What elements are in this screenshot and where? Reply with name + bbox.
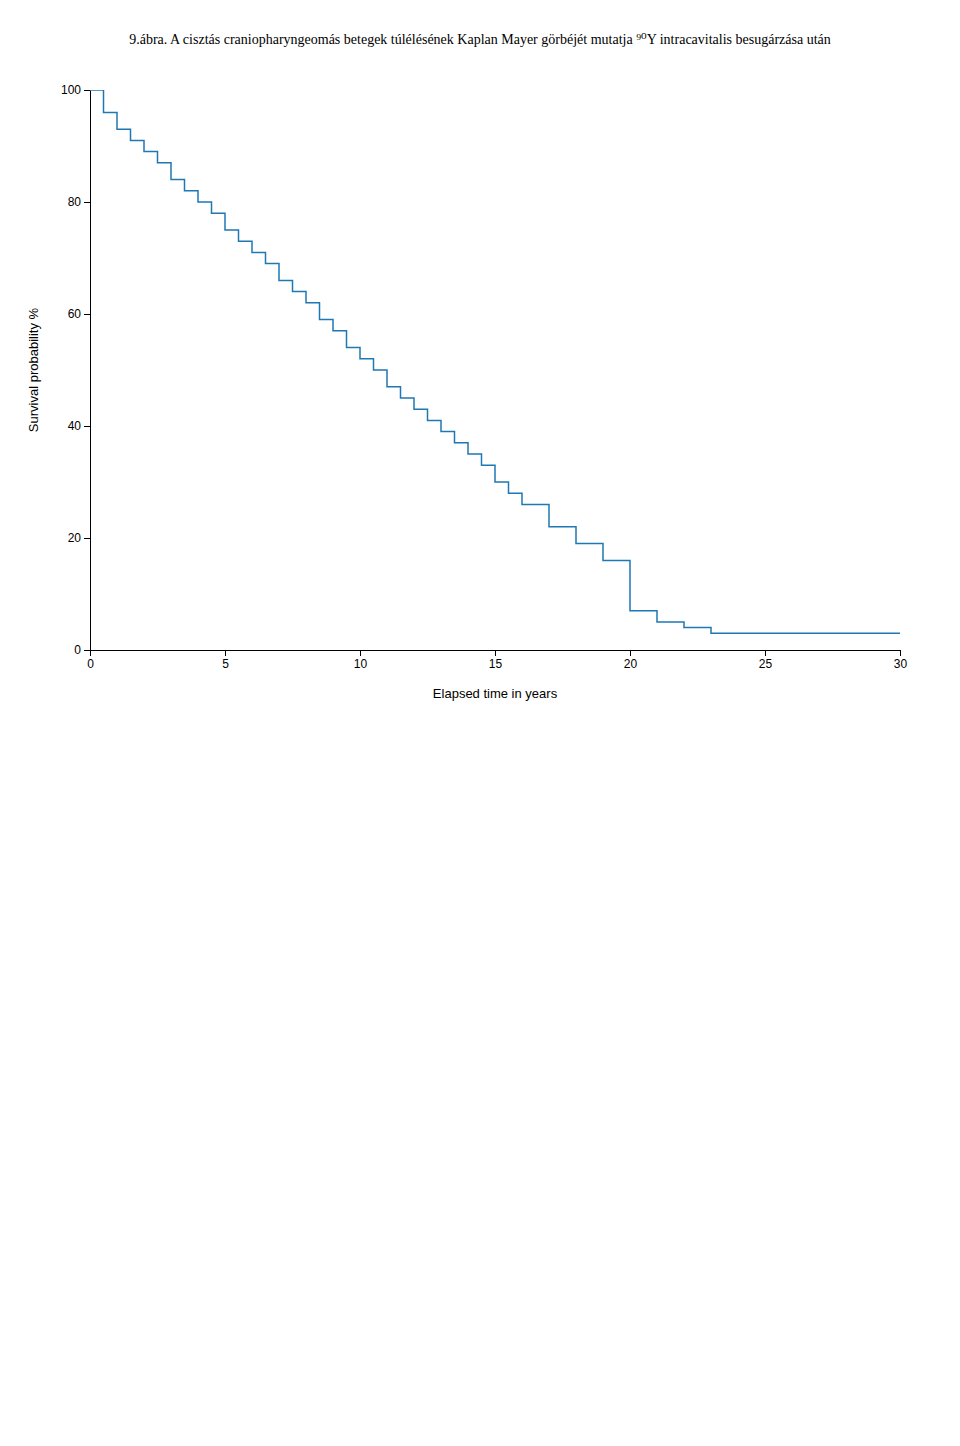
plot-area: 0 5 10 15 20 25 30 0 20 40 60 80 100 Elapsed time in … xyxy=(26,83,907,701)
tick-label: 10 xyxy=(354,657,368,671)
tick-label: 5 xyxy=(222,657,229,671)
tick-label: 100 xyxy=(61,83,81,97)
tick: 20 xyxy=(624,650,638,671)
tick-mark xyxy=(84,426,90,427)
tick-label: 40 xyxy=(68,419,82,433)
tick-label: 30 xyxy=(894,657,908,671)
tick-mark xyxy=(84,90,90,91)
tick: 5 xyxy=(222,650,229,671)
tick: 10 xyxy=(354,650,368,671)
tick-label: 80 xyxy=(68,195,82,209)
tick-mark xyxy=(630,650,631,656)
tick: 15 xyxy=(489,650,503,671)
tick-label: 60 xyxy=(68,307,82,321)
survival-curve xyxy=(90,90,900,633)
tick: 0 xyxy=(87,650,94,671)
tick: 60 xyxy=(68,307,90,321)
chart: 9.ábra. A cisztás craniopharyngeomás bet… xyxy=(0,0,960,1446)
tick: 30 xyxy=(894,650,908,671)
y-axis: 0 20 40 60 80 100 xyxy=(61,83,91,657)
tick-mark xyxy=(225,650,226,656)
tick-label: 20 xyxy=(624,657,638,671)
tick-mark xyxy=(495,650,496,656)
tick-mark xyxy=(900,650,901,656)
x-axis-label: Elapsed time in years xyxy=(433,686,558,701)
axis-line xyxy=(84,91,91,651)
tick: 40 xyxy=(68,419,90,433)
tick-label: 20 xyxy=(68,531,82,545)
tick-mark xyxy=(765,650,766,656)
tick-mark xyxy=(84,314,90,315)
tick: 20 xyxy=(68,531,90,545)
tick-label: 25 xyxy=(759,657,773,671)
tick: 80 xyxy=(68,195,90,209)
chart-title: 9.ábra. A cisztás craniopharyngeomás bet… xyxy=(129,32,831,47)
tick: 25 xyxy=(759,650,773,671)
y-axis-label: Survival probability % xyxy=(26,307,41,432)
tick-mark xyxy=(84,650,90,651)
tick-mark xyxy=(84,202,90,203)
axis-line xyxy=(91,651,901,657)
tick-label: 0 xyxy=(87,657,94,671)
marks xyxy=(90,90,900,633)
tick-label: 0 xyxy=(74,643,81,657)
tick-label: 15 xyxy=(489,657,503,671)
tick-mark xyxy=(360,650,361,656)
tick: 100 xyxy=(61,83,90,97)
tick-mark xyxy=(84,538,90,539)
x-axis: 0 5 10 15 20 25 30 xyxy=(87,650,907,671)
tick: 0 xyxy=(74,643,90,657)
